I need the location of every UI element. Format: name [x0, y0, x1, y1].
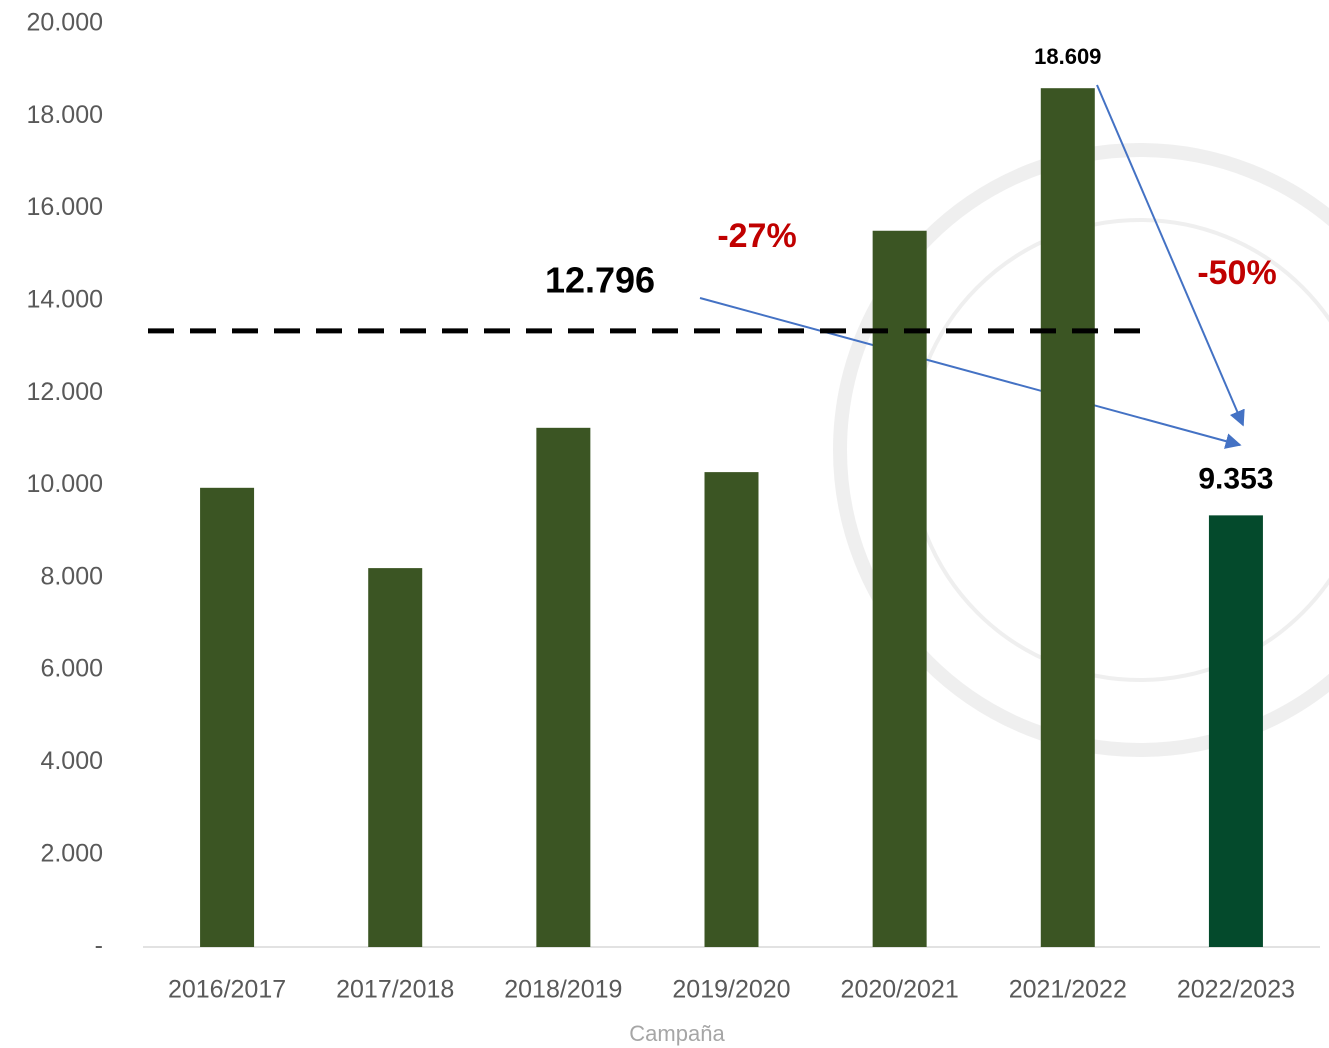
x-tick-label: 2017/2018: [336, 976, 454, 1004]
annotation: -27%: [717, 217, 796, 255]
data-label: 18.609: [1034, 44, 1101, 69]
y-tick-label: 14.000: [27, 286, 103, 314]
y-tick-label: 18.000: [27, 101, 103, 129]
y-tick-label: 2.000: [40, 839, 103, 867]
y-tick-label: 20.000: [27, 9, 103, 37]
x-tick-label: 2018/2019: [504, 976, 622, 1004]
arrow: [1096, 84, 1245, 427]
bar: [536, 427, 591, 947]
x-tick-label: 2016/2017: [168, 976, 286, 1004]
bar: [872, 230, 927, 947]
y-tick-label: 8.000: [40, 562, 103, 590]
data-label: 9.353: [1198, 462, 1273, 495]
x-tick-label: 2022/2023: [1177, 976, 1295, 1004]
y-tick-label: -: [95, 932, 103, 960]
x-tick-label: 2020/2021: [841, 976, 959, 1004]
bar: [200, 487, 255, 947]
bar: [1208, 515, 1263, 947]
y-tick-label: 12.000: [27, 378, 103, 406]
y-tick-label: 6.000: [40, 655, 103, 683]
x-axis-label: Campaña: [629, 1021, 725, 1046]
arrow: [699, 297, 1242, 449]
bar: [1040, 88, 1095, 948]
annotation: -50%: [1197, 254, 1276, 292]
bar: [704, 472, 759, 947]
y-tick-label: 4.000: [40, 747, 103, 775]
y-tick-label: 16.000: [27, 193, 103, 221]
bar: [368, 568, 423, 947]
x-tick-label: 2021/2022: [1009, 976, 1127, 1004]
x-tick-label: 2019/2020: [672, 976, 790, 1004]
y-tick-label: 10.000: [27, 470, 103, 498]
annotation: 12.796: [545, 260, 655, 301]
